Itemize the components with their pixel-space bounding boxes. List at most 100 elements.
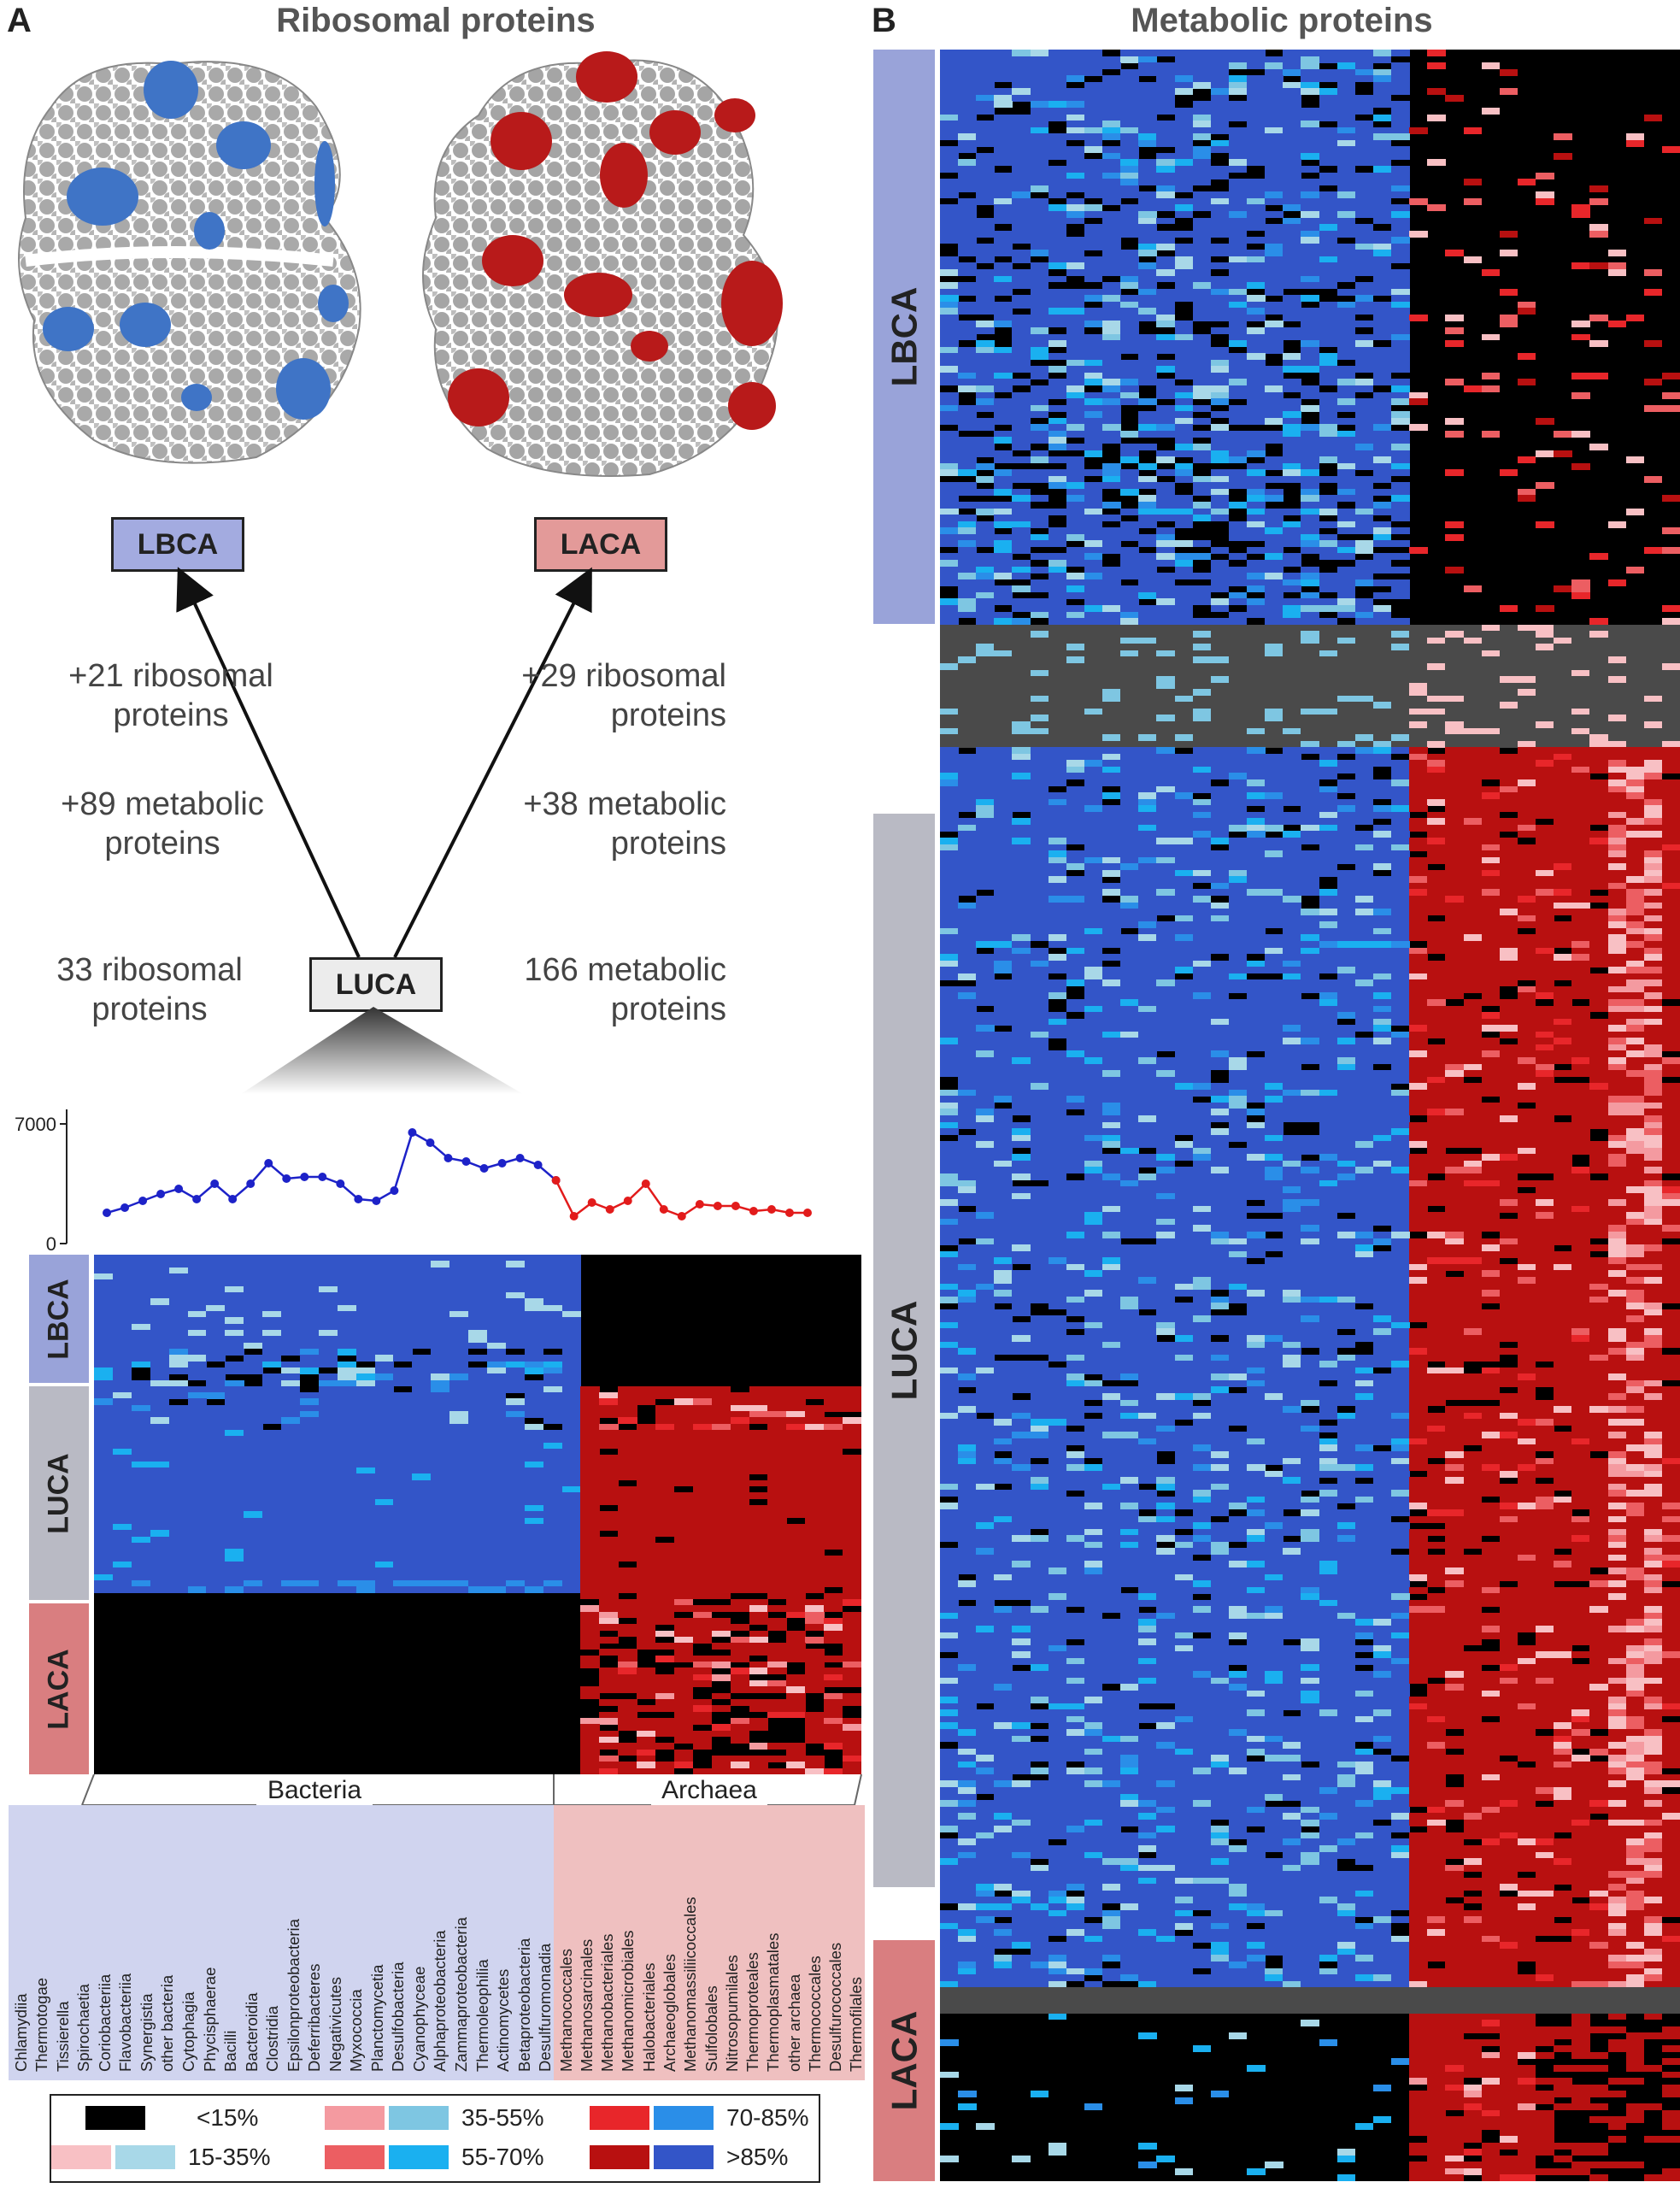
heatmap-cell	[1482, 385, 1501, 392]
heatmap-cell	[1391, 191, 1410, 198]
heatmap-cell	[1156, 218, 1175, 225]
bacteria-taxon-label: Betaproteobacteria	[515, 1938, 534, 2072]
panel-a-lbca-group-label: LBCA	[43, 1279, 76, 1359]
line-point	[210, 1179, 219, 1188]
panel-b-laca-group-label: LACA	[884, 2011, 925, 2111]
heatmap-cell	[1626, 140, 1645, 147]
bacteria-taxon-label: Planctomycetia	[368, 1965, 387, 2072]
heatmap-cell	[786, 1511, 805, 1518]
bacteria-taxon-label: Actinomycetes	[494, 1969, 513, 2072]
archaea-taxon-label: Methanomicrobiales	[619, 1930, 637, 2072]
heatmap-cell	[976, 256, 995, 263]
bacteria-taxon-label: Spirochaetia	[74, 1984, 93, 2072]
heatmap-cell	[1102, 62, 1121, 69]
heatmap-cell	[338, 1349, 356, 1356]
heatmap-cell	[1031, 353, 1049, 360]
heatmap-cell	[674, 1737, 693, 1744]
legend-label-gt85: >85%	[726, 2144, 788, 2171]
heatmap-cell	[618, 1612, 637, 1619]
heatmap-cell	[1031, 411, 1049, 418]
bacteria-taxon-label: Alphaproteobacteria	[431, 1930, 449, 2072]
heatmap-cell	[599, 1637, 618, 1644]
archaea-taxon-label: Halobacteriales	[640, 1962, 659, 2072]
heatmap-cell	[994, 159, 1013, 166]
heatmap-cell	[1229, 418, 1248, 425]
heatmap-cell	[1571, 334, 1590, 341]
heatmap-cell	[1445, 327, 1464, 334]
heatmap-cell	[1102, 198, 1121, 205]
legend-label-55-70: 55-70%	[461, 2144, 544, 2171]
heatmap-cell	[94, 1586, 113, 1593]
line-point	[480, 1164, 489, 1173]
heatmap-cell	[1084, 146, 1103, 153]
heatmap-cell	[1138, 431, 1157, 438]
heatmap-cell	[393, 1586, 412, 1593]
heatmap-cell	[1175, 373, 1194, 379]
heatmap-cell	[940, 191, 959, 198]
heatmap-cell	[824, 1405, 843, 1412]
heatmap-cell	[712, 1593, 731, 1600]
heatmap-cell	[712, 1643, 731, 1650]
heatmap-cell	[1084, 244, 1103, 250]
line-point	[606, 1205, 614, 1214]
heatmap-cell	[1229, 166, 1248, 173]
line-point	[354, 1195, 362, 1203]
heatmap-cell	[805, 1586, 824, 1593]
heatmap-cell	[767, 1686, 786, 1693]
heatmap-cell	[1156, 431, 1175, 438]
heatmap-cell	[824, 1656, 843, 1662]
heatmap-cell	[1571, 392, 1590, 399]
heatmap-cell	[843, 1599, 861, 1606]
heatmap-cell	[1500, 321, 1518, 327]
heatmap-cell	[262, 1417, 281, 1424]
heatmap-cell	[1464, 127, 1483, 134]
heatmap-cell	[300, 1368, 319, 1374]
line-point	[174, 1185, 183, 1193]
heatmap-cell	[1156, 204, 1175, 211]
heatmap-cell	[731, 1686, 749, 1693]
right-metabolic-annotation: +38 metabolic proteins	[444, 785, 726, 863]
heatmap-cell	[449, 1586, 468, 1593]
heatmap-cell	[1337, 276, 1356, 283]
heatmap-cell	[1301, 405, 1319, 412]
y-tick-0: 0	[46, 1233, 56, 1255]
heatmap-cell	[1193, 133, 1212, 140]
heatmap-cell	[637, 1643, 655, 1650]
heatmap-cell	[1102, 437, 1121, 444]
heatmap-cell	[1229, 392, 1248, 399]
line-point	[372, 1197, 380, 1205]
heatmap-cell	[843, 1443, 861, 1450]
heatmap-cell	[958, 385, 977, 392]
heatmap-cell	[1265, 211, 1283, 218]
heatmap-cell	[994, 250, 1013, 256]
heatmap-cell	[1175, 295, 1194, 302]
heatmap-cell	[1589, 198, 1608, 205]
heatmap-cell	[749, 1586, 768, 1593]
heatmap-cell	[976, 327, 995, 334]
heatmap-cell	[749, 1705, 768, 1712]
heatmap-cell	[693, 1743, 712, 1750]
legend-swatch-black	[85, 2106, 145, 2130]
panel-b-letter: B	[872, 2, 896, 40]
heatmap-cell	[843, 1699, 861, 1706]
heatmap-cell	[599, 1718, 618, 1725]
heatmap-cell	[749, 1417, 768, 1424]
heatmap-cell	[1247, 159, 1266, 166]
heatmap-cell	[1049, 405, 1067, 412]
heatmap-cell	[1571, 211, 1590, 218]
heatmap-cell	[1482, 431, 1501, 438]
heatmap-cell	[1500, 250, 1518, 256]
legend-swatch-blue-35-55	[389, 2106, 449, 2130]
heatmap-cell	[1120, 347, 1139, 354]
heatmap-cell	[1265, 347, 1283, 354]
heatmap-cell	[1301, 366, 1319, 373]
heatmap-cell	[1355, 159, 1374, 166]
legend-swatch-red-55-70	[325, 2145, 385, 2169]
bacteria-taxon-label: Desulfobacteria	[389, 1962, 408, 2072]
line-point	[156, 1190, 165, 1198]
heatmap-cell	[940, 269, 959, 276]
bacteria-taxon-label: Thermoleophilia	[473, 1959, 492, 2072]
heatmap-cell	[356, 1586, 375, 1593]
legend: <15% 15-35% 35-55% 55-70% 70-85% >85%	[50, 2094, 820, 2183]
heatmap-cell	[1409, 424, 1428, 431]
